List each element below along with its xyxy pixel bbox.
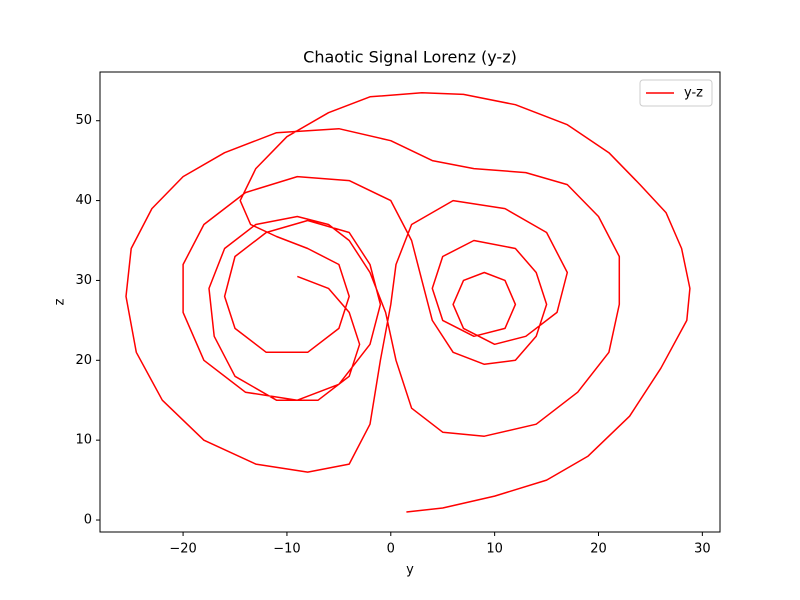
data-line	[125, 92, 691, 513]
y-axis-label: z	[53, 298, 68, 305]
y-tick-label: 50	[75, 113, 92, 128]
chart-title: Chaotic Signal Lorenz (y-z)	[303, 48, 517, 67]
x-tick-label: 0	[387, 542, 395, 557]
x-axis-label: y	[406, 563, 414, 578]
y-tick-label: 0	[84, 513, 92, 528]
x-tick-label: 20	[590, 542, 607, 557]
y-tick-label: 40	[75, 193, 92, 208]
x-tick-label: 10	[486, 542, 503, 557]
x-tick-label: 30	[694, 542, 711, 557]
y-tick-label: 20	[75, 353, 92, 368]
y-tick-label: 30	[75, 273, 92, 288]
legend-label: y-z	[684, 86, 703, 101]
legend-box	[639, 79, 713, 107]
plot-frame	[99, 71, 721, 533]
x-tick-label: −20	[169, 542, 196, 557]
x-tick-label: −10	[273, 542, 300, 557]
y-tick-label: 10	[75, 433, 92, 448]
